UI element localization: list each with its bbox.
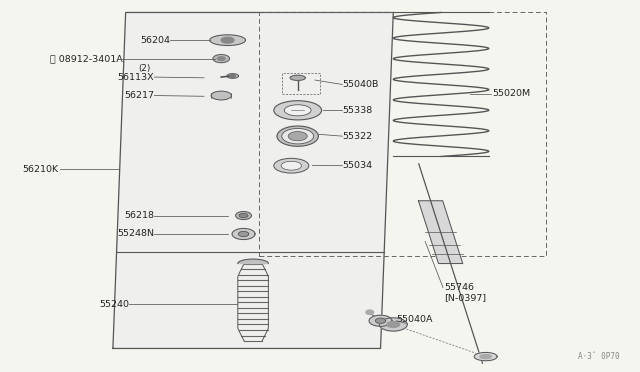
Text: 56218: 56218: [124, 211, 154, 220]
Ellipse shape: [284, 105, 311, 116]
Text: (2): (2): [139, 64, 151, 73]
Ellipse shape: [211, 91, 232, 100]
Polygon shape: [376, 318, 386, 323]
Polygon shape: [474, 352, 497, 361]
Text: 55240: 55240: [99, 300, 129, 309]
Text: 56113X: 56113X: [118, 73, 154, 81]
Text: 55248N: 55248N: [117, 230, 154, 238]
Polygon shape: [380, 318, 407, 331]
Ellipse shape: [274, 101, 321, 120]
Text: 55034: 55034: [342, 161, 372, 170]
Polygon shape: [419, 201, 463, 263]
Polygon shape: [213, 55, 230, 62]
Text: 55338: 55338: [342, 106, 372, 115]
Polygon shape: [290, 75, 305, 80]
Polygon shape: [210, 35, 246, 45]
Ellipse shape: [236, 211, 252, 219]
Polygon shape: [113, 13, 394, 349]
Polygon shape: [230, 74, 236, 77]
Ellipse shape: [288, 132, 307, 141]
Ellipse shape: [282, 128, 314, 144]
Polygon shape: [232, 228, 255, 240]
Text: 56210K: 56210K: [22, 165, 59, 174]
Text: [N-0397]: [N-0397]: [444, 293, 486, 302]
Polygon shape: [480, 355, 492, 359]
Ellipse shape: [274, 158, 309, 173]
Polygon shape: [387, 321, 399, 327]
Text: ⓝ 08912-3401A: ⓝ 08912-3401A: [50, 54, 122, 63]
Polygon shape: [238, 259, 268, 263]
Text: 56217: 56217: [124, 91, 154, 100]
Polygon shape: [218, 57, 225, 61]
Polygon shape: [366, 310, 374, 314]
Polygon shape: [239, 231, 248, 237]
Text: 55746: 55746: [444, 283, 474, 292]
Ellipse shape: [277, 126, 319, 146]
Text: 55040A: 55040A: [396, 315, 433, 324]
Ellipse shape: [239, 213, 248, 218]
Text: 55020M: 55020M: [492, 89, 530, 98]
Polygon shape: [221, 37, 234, 43]
Text: 55322: 55322: [342, 132, 372, 141]
Polygon shape: [227, 74, 239, 78]
Text: 56204: 56204: [140, 36, 170, 45]
Text: A·3ˆ 0P70: A·3ˆ 0P70: [578, 352, 620, 361]
Ellipse shape: [281, 161, 301, 170]
Polygon shape: [369, 315, 392, 326]
Text: 55040B: 55040B: [342, 80, 379, 89]
